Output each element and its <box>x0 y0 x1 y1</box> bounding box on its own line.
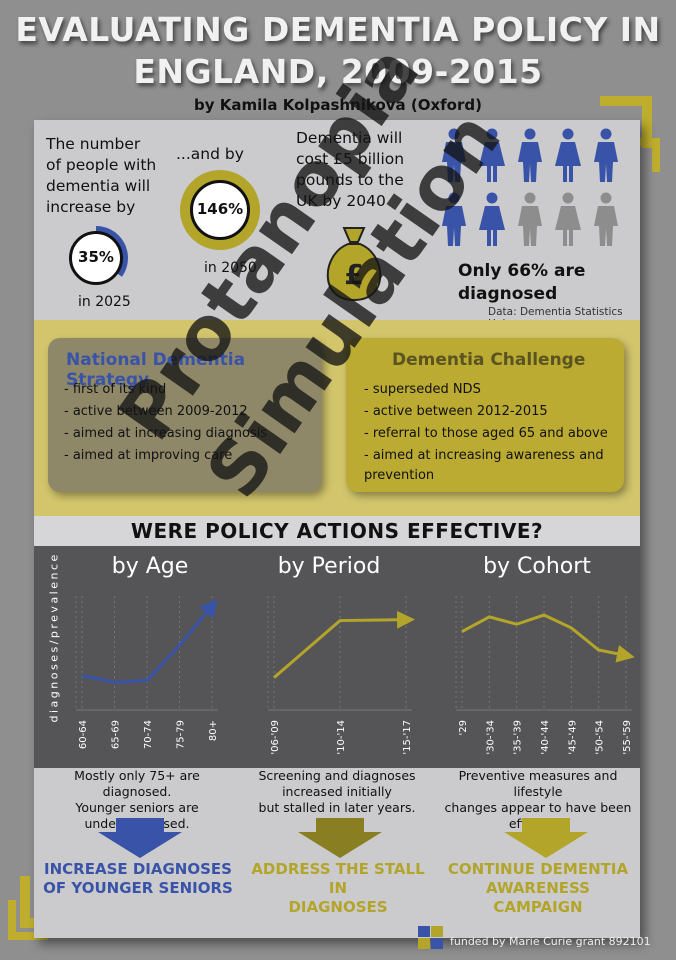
challenge-bullet-4: - aimed at increasing awareness and <box>364 448 604 463</box>
challenge-bullet-2: - active between 2012-2015 <box>364 404 548 419</box>
diagnosed-text: Only 66% are diagnosed <box>458 261 586 304</box>
trend-charts: 60-64 65-69 70-74 75-79 80+ '06-'09 '10-'14 '15… <box>75 596 635 755</box>
corner-decoration-bottom-left-outer <box>8 900 48 940</box>
arrow-down-icon-period <box>298 818 382 858</box>
action-cohort: CONTINUE DEMENTIA AWARENESS CAMPAIGN <box>447 860 629 916</box>
people-icons <box>442 128 618 246</box>
corner-decoration-top-right-outer <box>626 138 660 172</box>
main-panel: The number of people with dementia will … <box>34 120 640 938</box>
tick-label-cohort: '45-'49 <box>567 720 578 755</box>
question-heading: WERE POLICY ACTIONS EFFECTIVE? <box>34 516 640 546</box>
tick-label-cohort: '55-'59 <box>622 720 633 755</box>
challenge-bullet-4-cont: prevention <box>364 468 435 483</box>
tick-label-age: 65-69 <box>111 720 122 749</box>
year-2050: in 2050 <box>204 260 257 276</box>
action-period: ADDRESS THE STALL IN DIAGNOSES <box>251 860 425 916</box>
funder-logo-icon <box>418 926 443 949</box>
nds-bullet-2: - active between 2009-2012 <box>64 404 248 419</box>
nds-bullet-1: - first of its kind <box>64 382 167 397</box>
svg-text:£: £ <box>344 258 363 291</box>
person-icon <box>442 192 466 246</box>
trend-line-age <box>81 598 218 684</box>
cost-text: Dementia will cost £5 billion pounds to … <box>296 129 405 210</box>
nds-title: National Dementia Strategy <box>66 350 246 390</box>
person-icon <box>518 128 542 182</box>
challenge-title: Dementia Challenge <box>392 350 586 370</box>
donut-146 <box>180 170 260 250</box>
donut-35 <box>64 226 128 290</box>
corner-decoration-top-right <box>600 96 652 148</box>
donut-146-label: 146% <box>196 200 244 218</box>
chart-title-cohort: by Cohort <box>483 554 591 579</box>
action-age: INCREASE DIAGNOSES OF YOUNGER SENIORS <box>43 860 233 897</box>
author-line: by Kamila Kolpashnikova (Oxford) <box>194 96 482 114</box>
trend-line-period <box>273 610 415 679</box>
nds-card: National Dementia Strategy - first of it… <box>48 338 322 492</box>
challenge-card: Dementia Challenge - superseded NDS - ac… <box>346 338 624 492</box>
tick-label-age: 75-79 <box>176 720 187 749</box>
tick-label-period: '06-'09 <box>270 720 281 755</box>
person-icon <box>594 128 618 182</box>
tick-label-age: 60-64 <box>78 720 89 749</box>
tick-label-cohort: '35-'39 <box>513 720 524 755</box>
funded-by: funded by Marie Curie grant 892101 <box>450 935 651 948</box>
tick-label-cohort: '40-'44 <box>540 720 551 755</box>
person-icon <box>479 192 505 246</box>
tick-label-cohort: '30-'34 <box>485 720 496 755</box>
challenge-bullet-1: - superseded NDS <box>364 382 481 397</box>
donut-35-label: 35% <box>78 248 114 266</box>
trend-line-cohort <box>461 613 635 663</box>
finding-age: Mostly only 75+ are diagnosed. Younger se… <box>74 768 200 831</box>
tick-label-cohort: '50-'54 <box>595 720 606 755</box>
tick-label-period: '10-'14 <box>336 720 347 755</box>
chart-title-age: by Age <box>111 554 189 579</box>
tick-label-age: 70-74 <box>143 720 154 749</box>
chart-title-period: by Period <box>277 554 381 579</box>
title-line-2: ENGLAND, 2009-2015 <box>133 52 543 91</box>
nds-bullet-4: - aimed at improving care <box>64 448 233 463</box>
person-icon <box>442 128 466 182</box>
tick-label-age: 80+ <box>208 720 219 741</box>
title-line-1: EVALUATING DEMENTIA POLICY IN <box>15 10 661 49</box>
and-by-text: ...and by <box>176 145 244 163</box>
tick-label-period: '15-'17 <box>402 720 413 755</box>
person-icon <box>594 192 618 246</box>
person-icon <box>479 128 505 182</box>
year-2025: in 2025 <box>78 294 131 310</box>
charts-area: by Age by Period by Cohort diagnoses/pre… <box>34 546 640 768</box>
arrow-down-icon-cohort <box>504 818 588 858</box>
challenge-bullet-3: - referral to those aged 65 and above <box>364 426 608 441</box>
nds-bullet-3: - aimed at increasing diagnosis <box>64 426 268 441</box>
increase-text: The number of people with dementia will … <box>46 135 157 216</box>
person-icon <box>518 192 542 246</box>
money-bag-icon: £ <box>326 227 382 302</box>
person-icon <box>555 128 581 182</box>
finding-period: Screening and diagnoses increased initial… <box>258 768 416 815</box>
person-icon <box>555 192 581 246</box>
tick-label-cohort: '29 <box>458 720 469 735</box>
arrow-down-icon-age <box>98 818 182 858</box>
